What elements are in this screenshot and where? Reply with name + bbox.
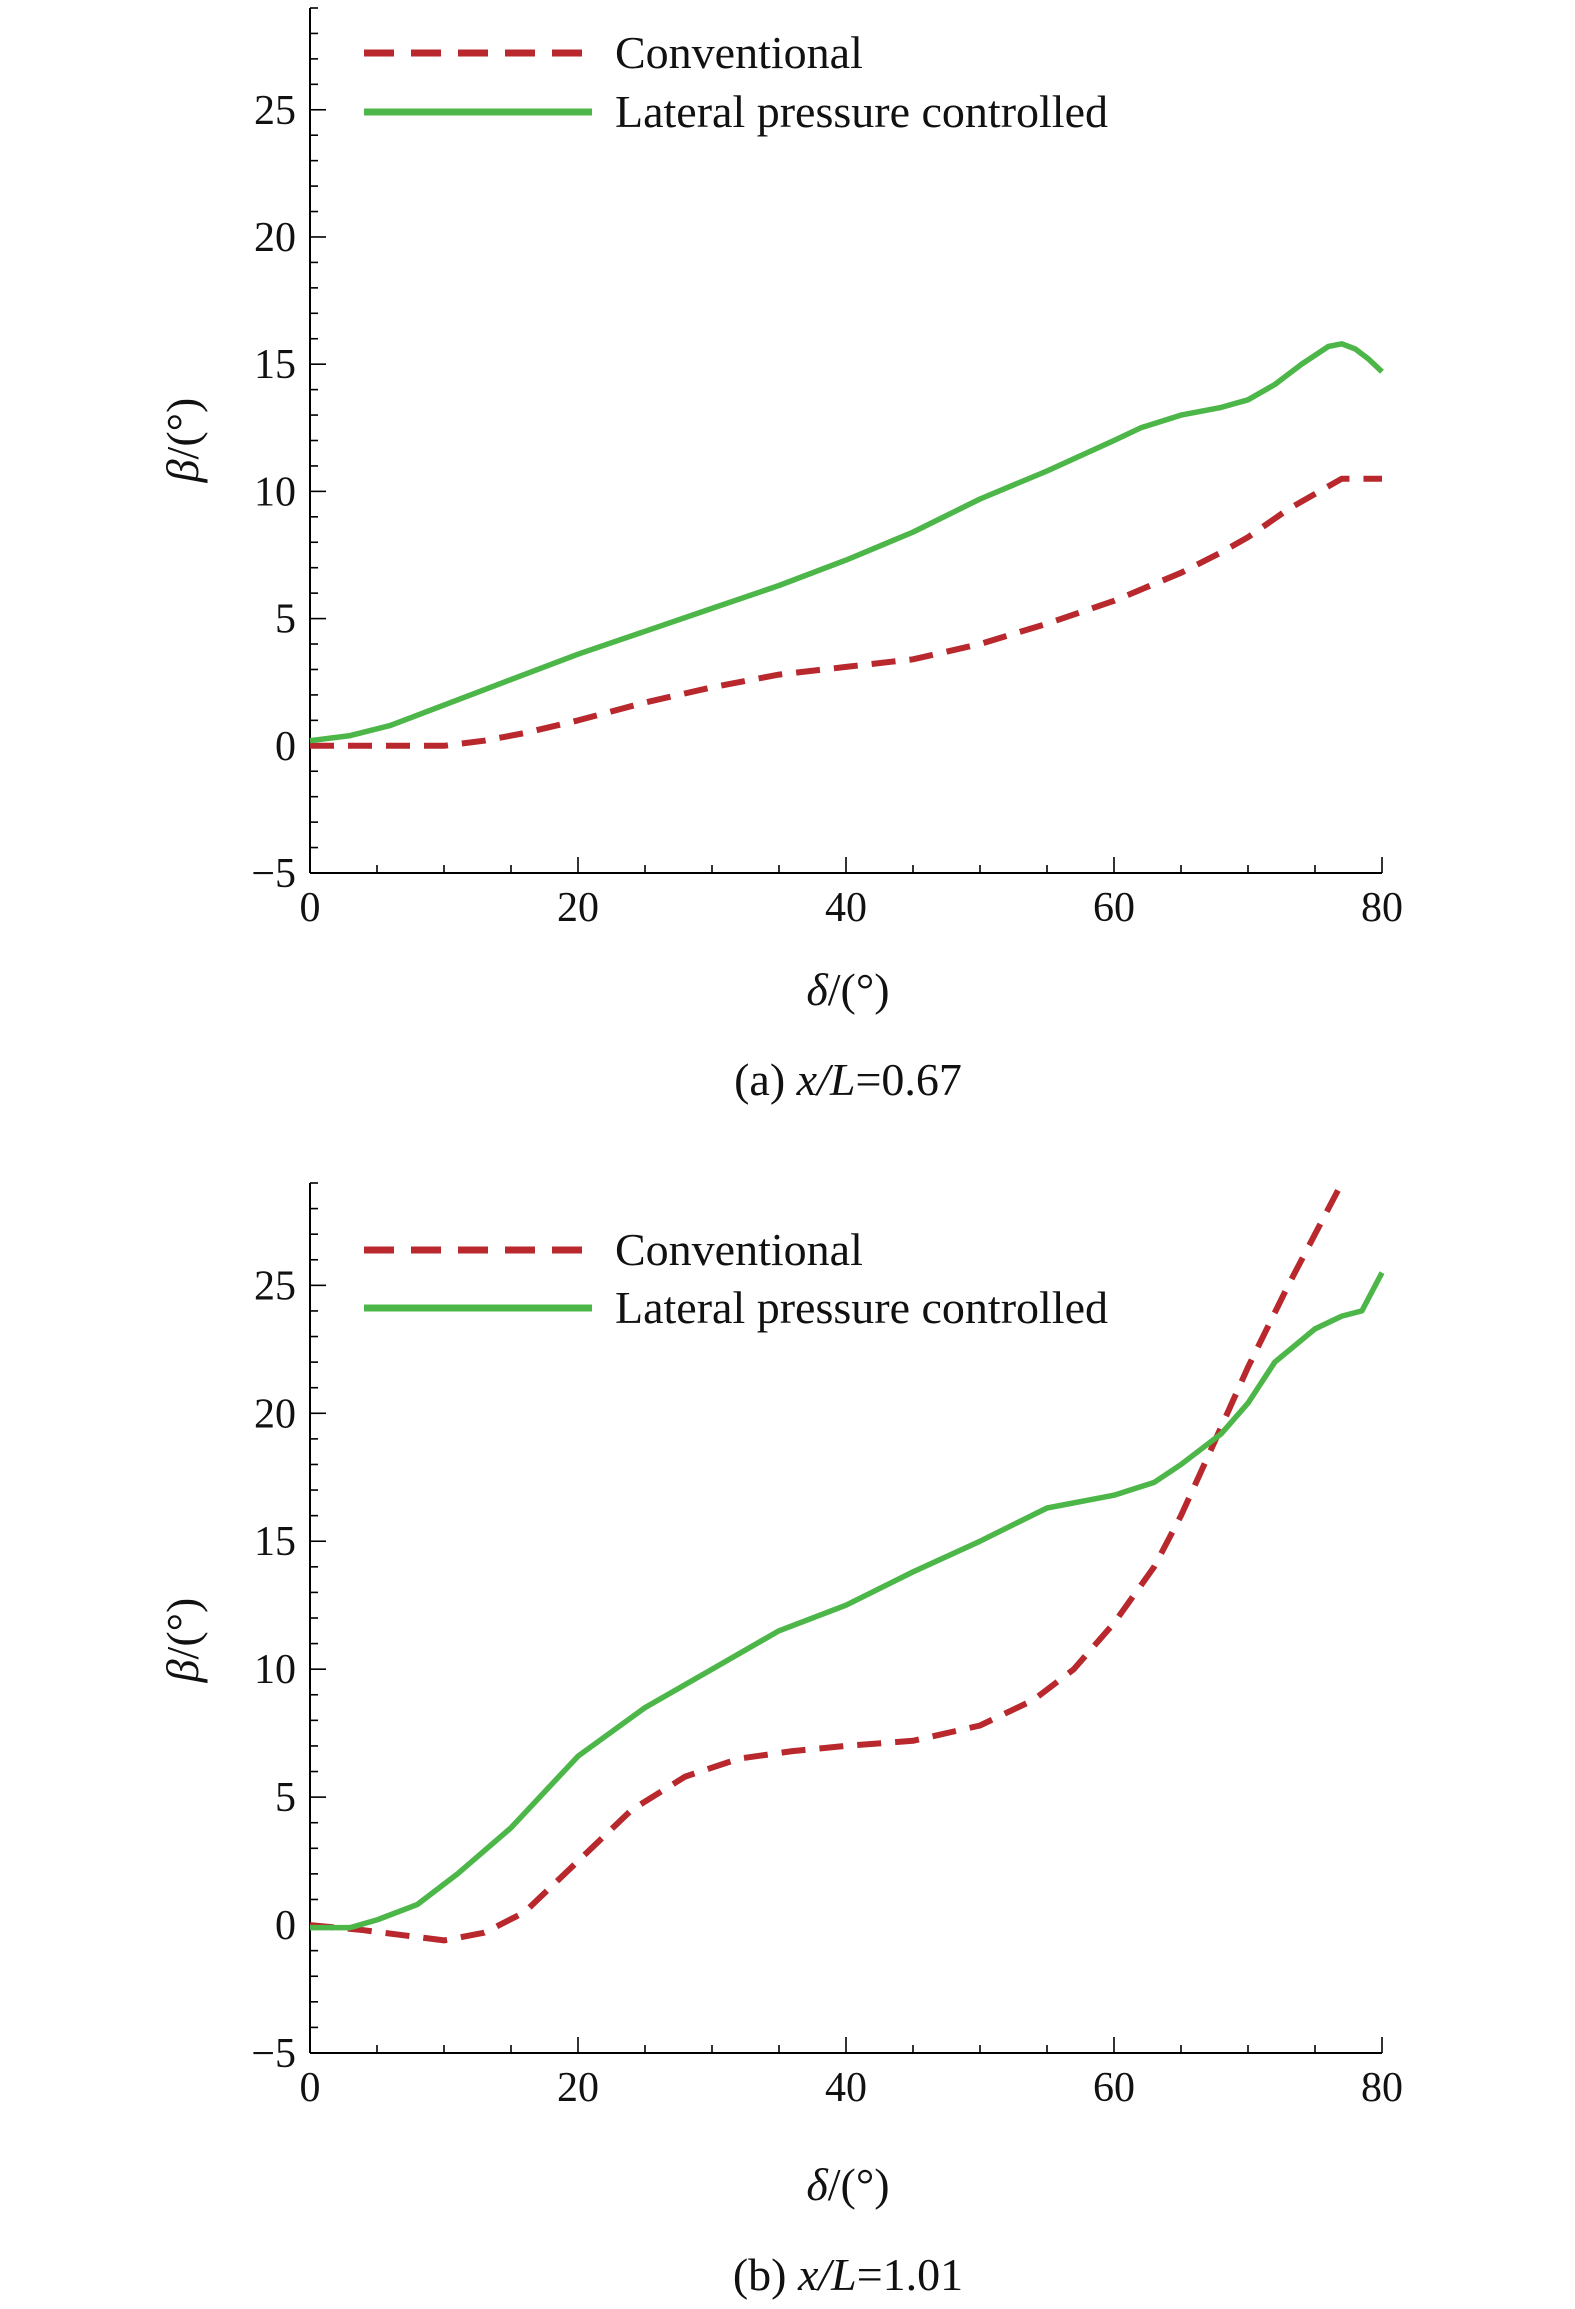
panel-a-y-symbol: β — [157, 459, 208, 483]
panel-b-x-tick-label: 40 — [825, 2065, 867, 2111]
panel-b-legend-conventional-label: Conventional — [615, 1224, 863, 1275]
panel-a-caption: (a) x/L=0.67 — [734, 1054, 962, 1105]
panel-b-legend: Conventional Lateral pressure controlled — [364, 1224, 1108, 1333]
panel-a-y-tick-label: 25 — [254, 88, 296, 134]
panel-a-y-tick-label: 5 — [275, 597, 296, 643]
panel-a-caption-var: x/L — [796, 1054, 856, 1105]
panel-a-caption-prefix: (a) — [734, 1054, 797, 1105]
panel-a-x-tick-label: 80 — [1361, 885, 1403, 931]
panel-b-y-tick-label: 25 — [254, 1263, 296, 1309]
panel-b-y-tick-label: 15 — [254, 1519, 296, 1565]
panel-a-y-tick-label: 10 — [254, 469, 296, 515]
panel-b-y-tick-label: −5 — [251, 2031, 296, 2077]
panel-a-x-tick-label: 20 — [557, 885, 599, 931]
panel-b-caption-var: x/L — [797, 2249, 857, 2300]
panel-b-series-conventional — [309, 1181, 1345, 1944]
panel-b-y-tick-label: 5 — [275, 1775, 296, 1821]
panel-a-series-conventional — [310, 475, 1382, 749]
panel-b-series-lateral-pressure-controlled — [310, 1271, 1385, 1931]
panel-a-legend-lateral-label: Lateral pressure controlled — [615, 86, 1108, 137]
panel-a-y-unit: /(°) — [157, 398, 208, 460]
panel-b-x-symbol: δ — [806, 2159, 828, 2210]
panel-a-legend-conventional-label: Conventional — [615, 27, 863, 78]
panel-a-caption-value: =0.67 — [855, 1054, 961, 1105]
panel-a-y-tick-label: 20 — [254, 215, 296, 261]
panel-a-y-tick-label: 0 — [275, 724, 296, 770]
panel-b-x-tick-label: 0 — [300, 2065, 321, 2111]
panel-b-x-tick-label: 80 — [1361, 2065, 1403, 2111]
panel-b-caption-prefix: (b) — [733, 2249, 798, 2300]
panel-b-x-tick-label: 20 — [557, 2065, 599, 2111]
panel-b-y-tick-label: 20 — [254, 1391, 296, 1437]
panel-b-y-tick-label: 10 — [254, 1647, 296, 1693]
panel-b-legend-lateral-label: Lateral pressure controlled — [615, 1282, 1108, 1333]
panel-a-x-tick-label: 60 — [1093, 885, 1135, 931]
panel-a-x-symbol: δ — [806, 964, 828, 1015]
panel-a-y-axis-title: β/(°) — [157, 398, 208, 484]
panel-b-y-symbol: β — [157, 1659, 208, 1683]
panel-b-x-tick-label: 60 — [1093, 2065, 1135, 2111]
panel-a-x-axis-title: δ/(°) — [806, 964, 889, 1015]
panel-a-y-tick-label: −5 — [251, 851, 296, 897]
panel-b-x-unit: /(°) — [828, 2159, 890, 2210]
panel-b-x-axis-title: δ/(°) — [806, 2159, 889, 2210]
panel-a-x-tick-label: 40 — [825, 885, 867, 931]
panel-a-x-tick-label: 0 — [300, 885, 321, 931]
panel-a-x-unit: /(°) — [828, 964, 890, 1015]
panel-a-series-lateral-pressure-controlled — [309, 341, 1384, 744]
panel-b-y-tick-label: 0 — [275, 1903, 296, 1949]
panel-b-y-axis-title: β/(°) — [157, 1598, 208, 1684]
panel-a-legend: Conventional Lateral pressure controlled — [364, 27, 1108, 137]
panel-a-y-tick-label: 15 — [254, 342, 296, 388]
panel-b-caption-value: =1.01 — [857, 2249, 963, 2300]
panel-b-y-unit: /(°) — [157, 1598, 208, 1660]
panel-b-caption: (b) x/L=1.01 — [733, 2249, 963, 2300]
